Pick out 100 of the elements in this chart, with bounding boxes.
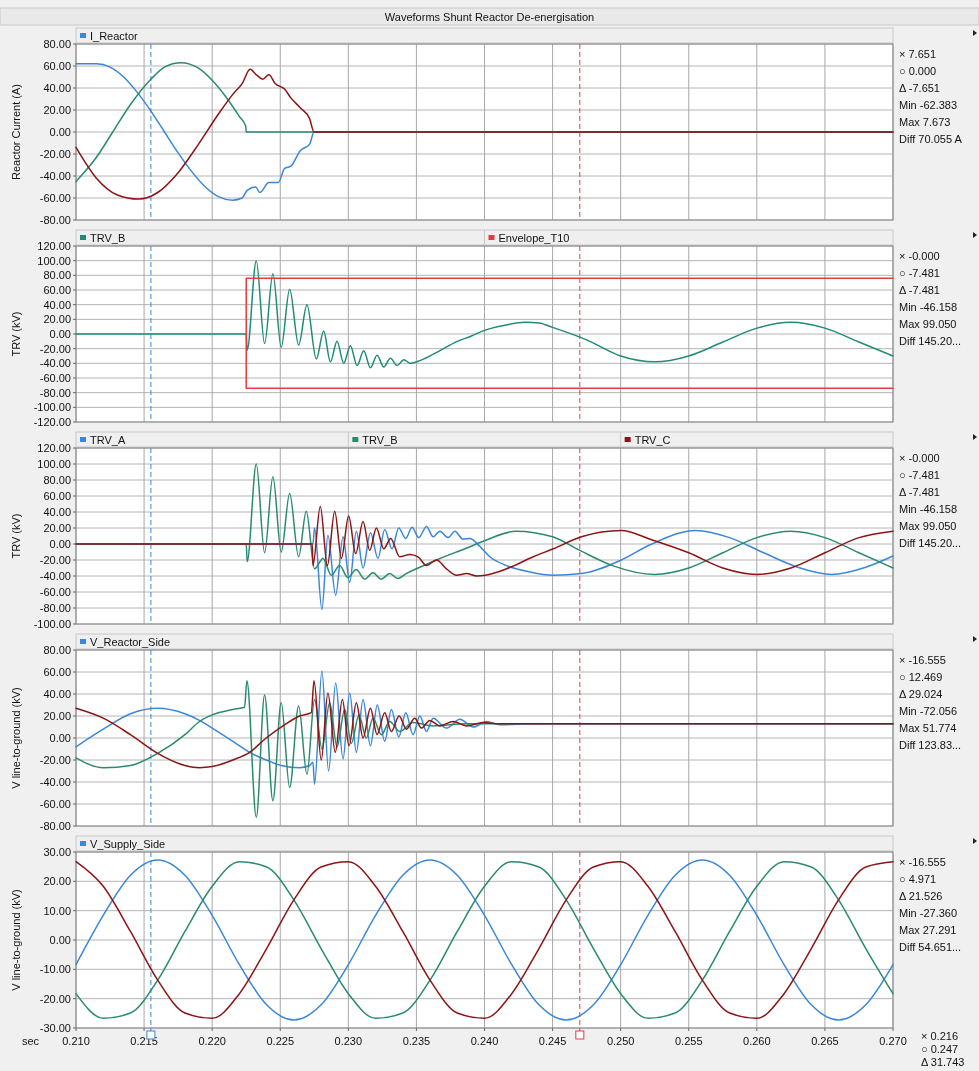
legend-label: TRV_B [90,231,126,244]
x-tick-label: 0.250 [606,1035,635,1047]
y-tick-label: 20.00 [43,104,71,116]
text: Diff 145.20... [899,537,962,549]
y-tick-label: -20.00 [39,992,71,1005]
y-tick-label: -20.00 [39,754,71,766]
text: Diff 70.055 A [899,133,963,145]
text: Δ -7.481 [899,284,940,296]
text: Diff 145.20... [899,335,962,347]
text: ○ 0.000 [899,65,937,77]
text: Max 27.291 [899,924,957,936]
text: Δ -7.651 [899,82,940,94]
x-tick-label: 0.245 [538,1035,567,1047]
y-tick-label: 80.00 [43,269,71,282]
y-tick-label: 40.00 [43,298,71,311]
text: Δ 29.024 [899,688,943,700]
y-tick-label: -40.00 [39,776,71,788]
y-tick-label: 0.00 [49,732,71,744]
y-tick-label: 0.00 [49,126,71,138]
y-tick-label: -60.00 [39,372,71,384]
text: ○ -7.481 [899,469,940,481]
y-tick-label: -40.00 [39,570,71,582]
text: Max 7.673 [899,116,951,128]
y-axis-title: V line-to-ground (kV) [10,889,22,991]
y-tick-label: -30.00 [39,1022,71,1034]
y-tick-label: -20.00 [39,554,71,566]
text: × 7.651 [899,48,937,60]
text: Min -46.158 [899,503,958,515]
y-tick-label: 60.00 [43,490,71,502]
legend-label: V_Supply_Side [90,837,166,850]
x-tick-label: 0.240 [470,1035,499,1047]
text: ○ 0.247 [921,1043,959,1055]
text: Max 99.050 [899,520,957,532]
y-tick-label: -100.00 [33,618,71,630]
text: Min -27.360 [899,907,958,919]
legend-label: I_Reactor [90,29,139,42]
text: Diff 54.651... [899,941,962,953]
text: × -0.000 [899,250,940,262]
x-tick-label: 0.235 [402,1035,431,1047]
text: Max 99.050 [899,318,957,330]
y-tick-label: -40.00 [39,170,71,182]
text: Δ 21.526 [899,890,943,902]
y-axis-title: V line-to-ground (kV) [10,687,22,789]
y-tick-label: -100.00 [33,401,71,414]
y-tick-label: 20.00 [43,522,71,534]
legend-label: TRV_C [634,433,671,446]
text: Δ 31.743 [921,1056,965,1068]
y-tick-label: 0.00 [49,934,71,946]
text: ○ -7.481 [899,267,940,279]
y-tick-label: 20.00 [43,875,71,888]
text: × -16.555 [899,856,946,868]
y-tick-label: 80.00 [43,644,71,656]
x-tick-label: 0.255 [674,1035,703,1047]
y-tick-label: 60.00 [43,666,71,678]
x-tick-label: 0.270 [879,1035,907,1047]
y-tick-label: 100.00 [37,254,71,267]
legend-label: V_Reactor_Side [90,635,171,648]
y-tick-label: 40.00 [43,506,71,518]
text: ○ 4.971 [899,873,937,885]
text: Min -62.383 [899,99,958,111]
y-tick-label: 20.00 [43,710,71,722]
text: × 0.216 [921,1030,959,1042]
y-tick-label: 0.00 [49,538,71,550]
x-tick-label: 0.265 [811,1035,839,1047]
y-tick-label: 120.00 [37,442,71,454]
y-tick-label: -80.00 [39,214,71,226]
y-tick-label: 20.00 [43,313,71,326]
y-axis-title: TRV (kV) [10,311,22,357]
text: × -16.555 [899,654,946,666]
y-tick-label: -20.00 [39,342,71,355]
text: Min -72.056 [899,705,958,717]
y-tick-label: 0.00 [49,328,71,340]
y-tick-label: 100.00 [37,458,71,470]
text: × -0.000 [899,452,940,464]
y-axis-title: TRV (kV) [10,513,22,559]
y-tick-label: 40.00 [43,82,71,94]
y-tick-label: 40.00 [43,688,71,700]
legend-label: TRV_B [362,433,398,446]
y-tick-label: -20.00 [39,148,71,160]
y-tick-label: 120.00 [37,240,71,252]
text: Min -46.158 [899,301,958,313]
x-tick-label: 0.260 [743,1035,771,1047]
text: Δ -7.481 [899,486,940,498]
y-tick-label: -60.00 [39,798,71,810]
x-tick-label: 0.230 [334,1035,363,1047]
chart-title: Waveforms Shunt Reactor De-energisation [384,11,595,23]
legend-label: TRV_A [90,433,126,446]
x-tick-label: 0.225 [266,1035,295,1047]
text: ○ 12.469 [899,671,943,683]
x-tick-label: 0.210 [62,1035,90,1047]
y-tick-label: -60.00 [39,586,71,598]
y-tick-label: -120.00 [33,416,71,428]
y-tick-label: -80.00 [39,602,71,614]
y-tick-label: 30.00 [43,846,71,858]
y-tick-label: 60.00 [43,284,71,296]
y-axis-title: Reactor Current (A) [10,84,22,180]
legend-label: Envelope_T10 [498,231,570,244]
y-tick-label: -60.00 [39,192,71,204]
y-tick-label: -40.00 [39,357,71,370]
text: Max 51.774 [899,722,957,734]
